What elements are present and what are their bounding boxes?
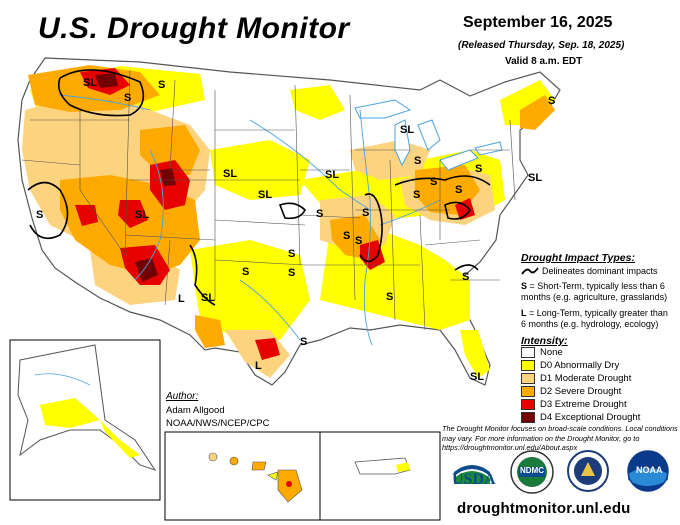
valid-time: Valid 8 a.m. EDT [505, 56, 583, 67]
legend-none: None [521, 347, 563, 358]
ndmc-logo: NDMC [510, 450, 554, 499]
legend-d1: D1 Moderate Drought [521, 373, 631, 384]
legend-label: None [540, 347, 563, 358]
swatch-d4 [521, 412, 535, 423]
label-s: S [124, 92, 131, 104]
label-s: S [36, 209, 43, 221]
label-s: S [548, 95, 555, 107]
map-labels: SL S S S SL SL SL SL SL SL S S S S S S S… [36, 77, 555, 510]
label-sl: SL [223, 168, 237, 180]
ndmc-logo-icon [510, 450, 554, 494]
label-sl: SL [135, 209, 149, 221]
label-s: S [355, 235, 362, 247]
legend-d4: D4 Exceptional Drought [521, 412, 640, 423]
puerto-rico-inset [319, 431, 441, 521]
label-s: S [455, 184, 462, 196]
impact-l-label: L [521, 308, 527, 318]
intensity-legend-title: Intensity: [521, 335, 568, 347]
page-title: U.S. Drought Monitor [38, 12, 350, 45]
legend-label: D2 Severe Drought [540, 386, 622, 397]
disclaimer-note: The Drought Monitor focuses on broad-sca… [442, 424, 678, 452]
label-s: S [462, 271, 469, 283]
impact-long-term: L = Long-Term, typically greater than 6 … [521, 308, 671, 330]
label-sl: SL [201, 292, 215, 304]
label-sl: SL [83, 77, 97, 89]
impact-line-icon [521, 267, 539, 275]
label-s: S [288, 248, 295, 260]
label-sl: SL [400, 124, 414, 136]
impact-l-text: = Long-Term, typically greater than 6 mo… [521, 308, 668, 329]
impact-delineates: Delineates dominant impacts [542, 266, 658, 276]
impact-short-term: S = Short-Term, typically less than 6 mo… [521, 281, 671, 303]
noaa-logo-icon [627, 450, 669, 492]
label-s: S [414, 155, 421, 167]
doc-seal-logo [567, 450, 609, 497]
legend-d0: D0 Abnormally Dry [521, 360, 619, 371]
noaa-logo-text: NOAA [636, 465, 663, 475]
usda-logo-text: USDA [452, 471, 496, 488]
label-s: S [300, 336, 307, 348]
ndmc-logo-text: NDMC [520, 466, 544, 475]
label-s: S [413, 189, 420, 201]
website-url[interactable]: droughtmonitor.unl.edu [457, 500, 631, 517]
label-sl: SL [528, 172, 542, 184]
swatch-d3 [521, 399, 535, 410]
state-borders [21, 69, 516, 331]
swatch-d1 [521, 373, 535, 384]
label-l: L [255, 360, 262, 372]
usda-logo-icon [454, 465, 490, 484]
legend-d2: D2 Severe Drought [521, 386, 621, 397]
impact-lines [27, 69, 491, 306]
legend-label: D4 Exceptional Drought [540, 412, 641, 423]
alaska-inset [9, 339, 161, 501]
label-sl: SL [258, 189, 272, 201]
author-org: NOAA/NWS/NCEP/CPC [166, 418, 270, 429]
great-lakes [354, 99, 503, 171]
legend-label: D0 Abnormally Dry [540, 360, 620, 371]
legend-label: D3 Extreme Drought [540, 399, 627, 410]
swatch-d2 [521, 386, 535, 397]
label-s: S [158, 79, 165, 91]
d4-areas [95, 73, 176, 282]
label-sl: SL [470, 371, 484, 383]
release-date: (Released Thursday, Sep. 18, 2025) [458, 40, 625, 51]
rivers [59, 94, 441, 346]
usda-logo: USDA [452, 450, 496, 489]
map-date: September 16, 2025 [463, 14, 613, 31]
label-s: S [288, 267, 295, 279]
legend-label: D1 Moderate Drought [540, 373, 632, 384]
swatch-d0 [521, 360, 535, 371]
label-s: S [386, 291, 393, 303]
label-s: S [316, 208, 323, 220]
impact-s-text: = Short-Term, typically less than 6 mont… [521, 281, 668, 302]
label-s: S [242, 266, 249, 278]
label-s: S [362, 207, 369, 219]
swatch-none [521, 347, 535, 358]
label-s: S [430, 176, 437, 188]
hawaii-inset [164, 431, 321, 521]
label-s: S [475, 163, 482, 175]
author-title: Author: [166, 391, 199, 402]
author-name: Adam Allgood [166, 405, 225, 416]
commerce-seal-icon [567, 450, 609, 492]
label-s: S [343, 230, 350, 242]
noaa-logo: NOAA [627, 450, 669, 497]
impact-legend-title: Drought Impact Types: [521, 252, 635, 264]
impact-s-label: S [521, 281, 528, 291]
label-sl: SL [325, 169, 339, 181]
legend-d3: D3 Extreme Drought [521, 399, 627, 410]
label-l: L [178, 293, 185, 305]
